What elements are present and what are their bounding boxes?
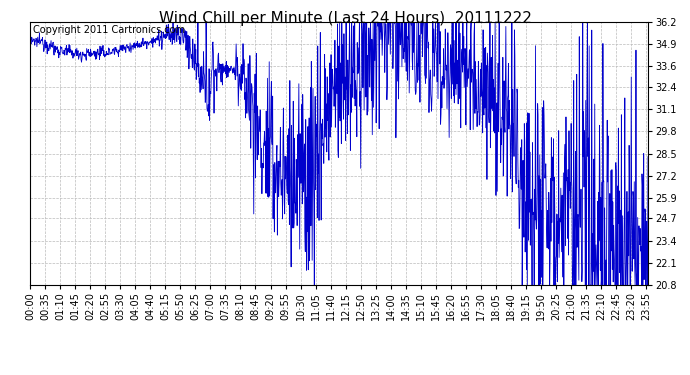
Text: Wind Chill per Minute (Last 24 Hours)  20111222: Wind Chill per Minute (Last 24 Hours) 20… xyxy=(159,11,531,26)
Text: Copyright 2011 Cartronics.com: Copyright 2011 Cartronics.com xyxy=(33,25,185,34)
